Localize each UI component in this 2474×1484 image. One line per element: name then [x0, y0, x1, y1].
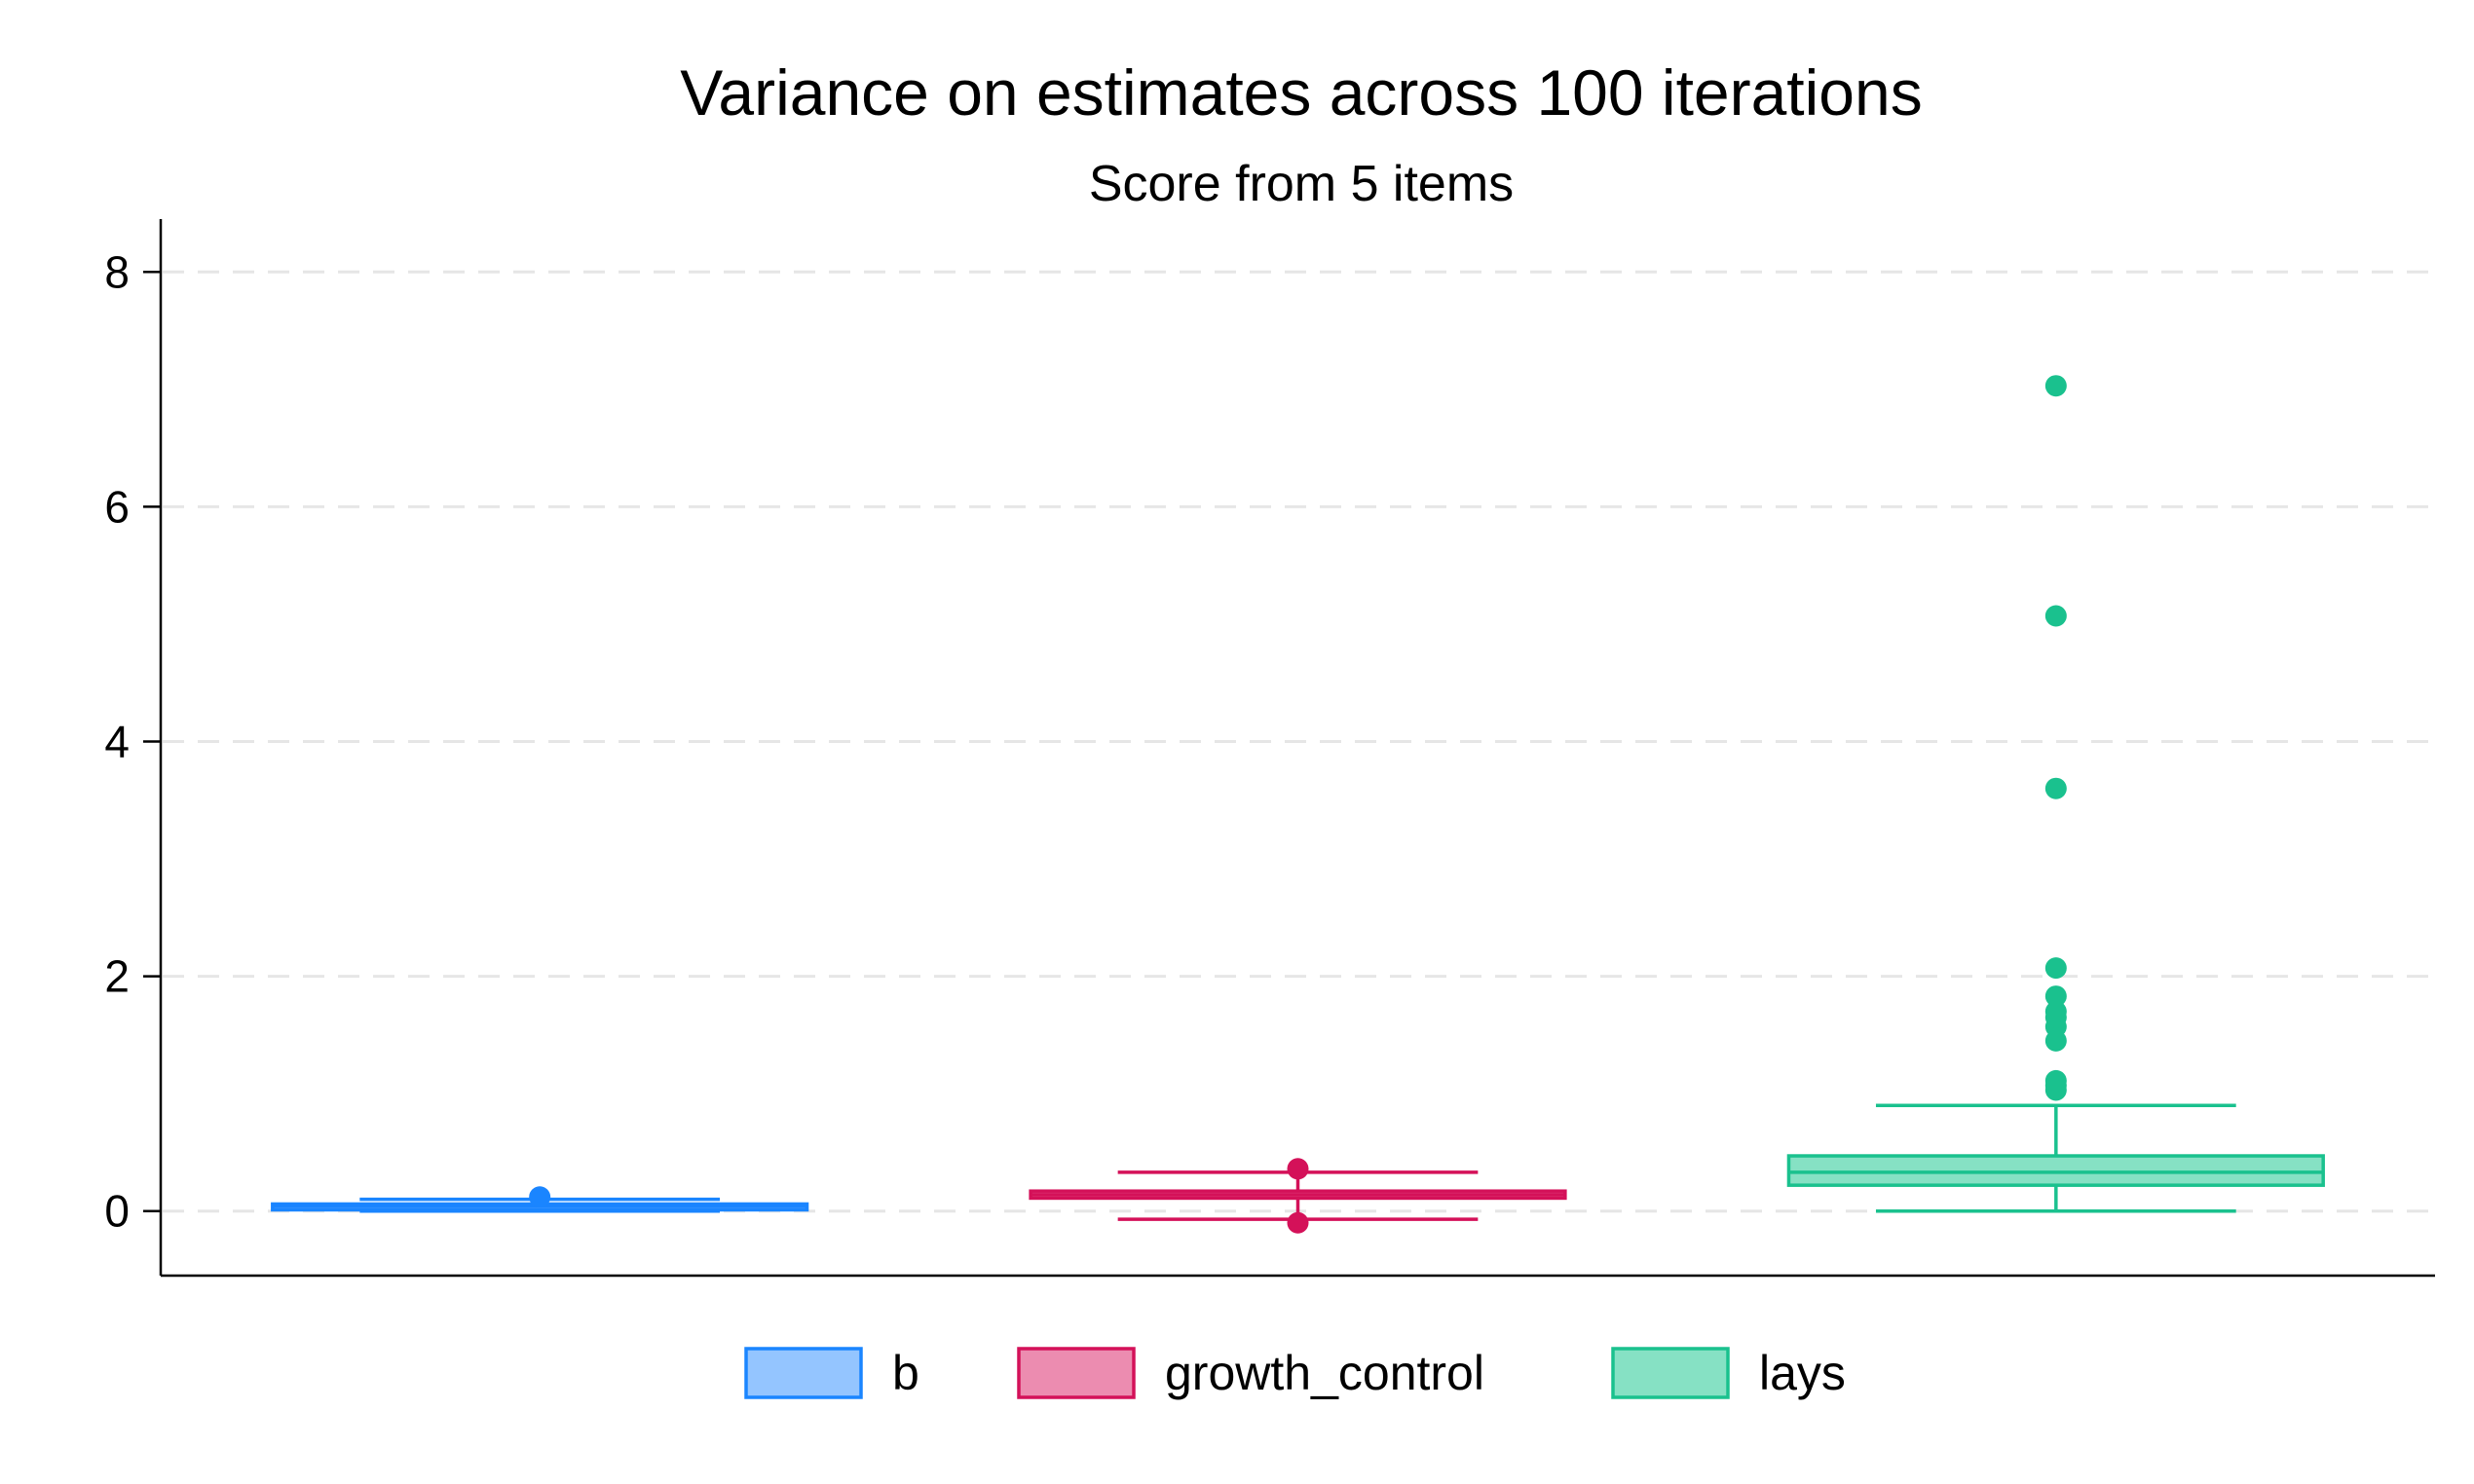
outlier-point — [2044, 375, 2067, 397]
legend-swatch — [744, 1347, 863, 1399]
outlier-point — [2044, 1069, 2067, 1092]
legend-label: lays — [1759, 1346, 1846, 1400]
y-tick-label: 0 — [104, 1186, 130, 1237]
y-tick-label: 6 — [104, 481, 130, 532]
box-iqr — [1786, 1154, 2325, 1187]
outlier-point — [1287, 1158, 1309, 1180]
chart-subtitle: Score from 5 items — [1089, 156, 1514, 212]
legend: b growth_control lays — [744, 1346, 1846, 1400]
legend-item-lays: lays — [1611, 1346, 1846, 1400]
grid-lines — [163, 270, 2435, 1213]
outlier-point — [2044, 1000, 2067, 1022]
legend-label: growth_control — [1165, 1346, 1484, 1400]
y-tick-label: 2 — [104, 951, 130, 1002]
box-lays — [1786, 375, 2325, 1213]
box-b — [271, 1186, 809, 1213]
legend-swatch — [1611, 1347, 1730, 1399]
outlier-point — [529, 1186, 551, 1208]
outlier-point — [1287, 1211, 1309, 1234]
outlier-point — [2044, 605, 2067, 627]
y-tick-label: 4 — [104, 716, 130, 766]
legend-swatch — [1017, 1347, 1136, 1399]
box-growth_control — [1029, 1158, 1567, 1234]
legend-item-growth_control: growth_control — [1017, 1346, 1484, 1400]
box-series — [271, 375, 2325, 1234]
chart-title: Variance on estimates across 100 iterati… — [680, 56, 1922, 129]
outlier-point — [2044, 957, 2067, 980]
legend-item-b: b — [744, 1346, 919, 1400]
legend-label: b — [892, 1346, 919, 1400]
outlier-point — [2044, 985, 2067, 1008]
y-tick-label: 8 — [104, 246, 130, 297]
axes: 0 2 4 6 8 — [104, 219, 2435, 1278]
outlier-point — [2044, 777, 2067, 799]
